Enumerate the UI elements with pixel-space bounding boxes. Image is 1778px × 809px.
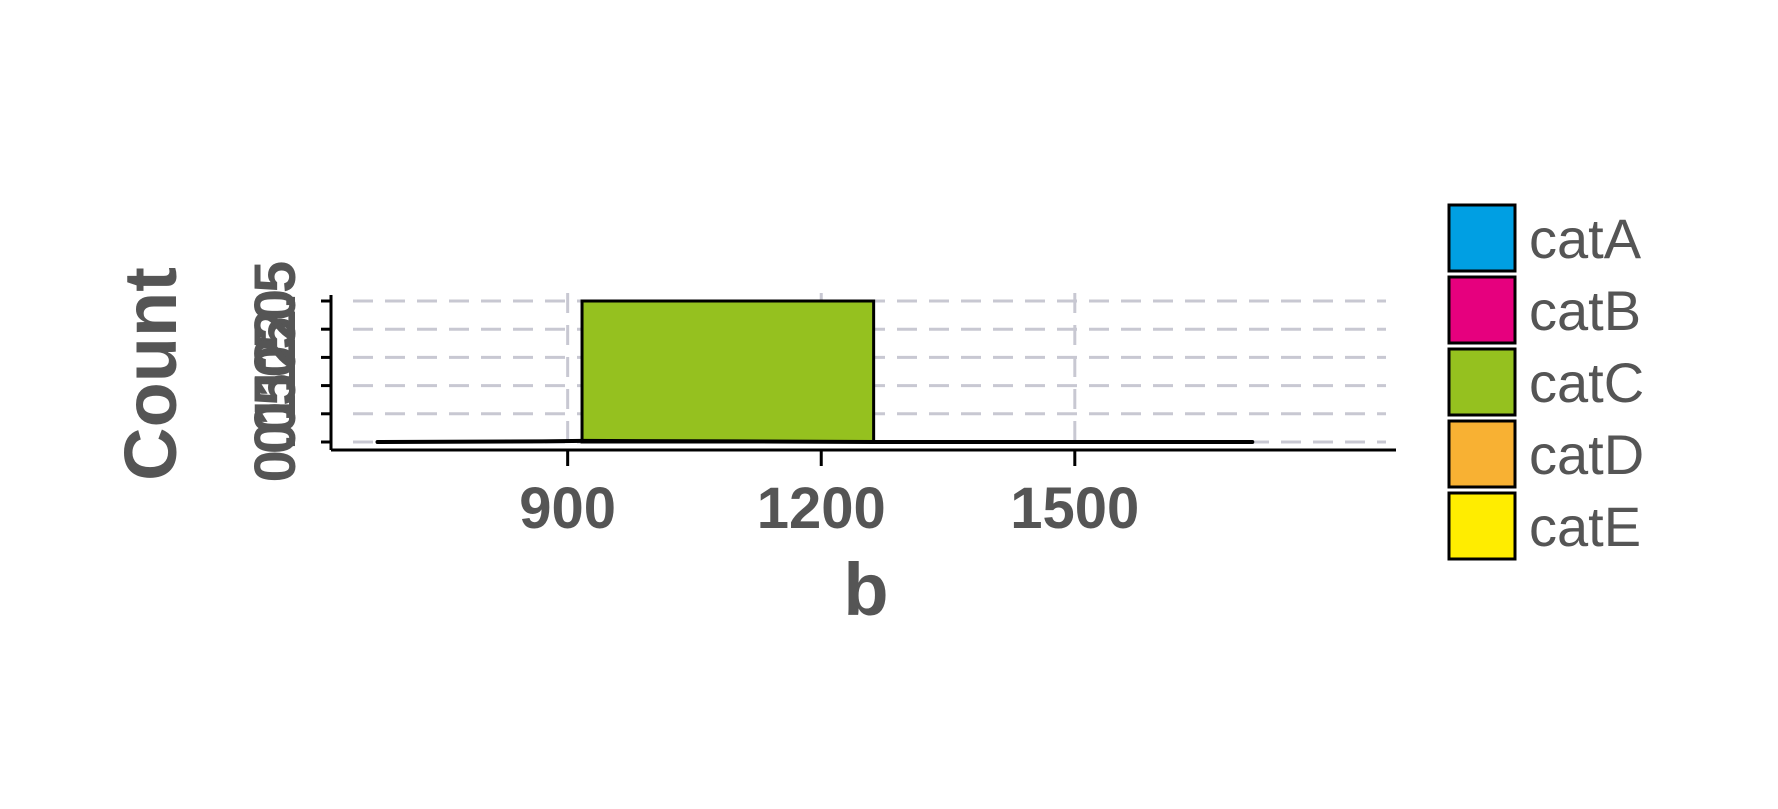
bars [580,299,876,444]
y-tick-label-2: 1.0 [243,345,308,426]
legend-label-catA: catA [1529,207,1642,270]
x-tick-label-2: 1500 [1010,476,1139,541]
histogram-bar-0 [580,299,876,444]
x-axis-title: b [843,548,888,631]
legend-swatch-catA [1447,203,1517,273]
legend-label-catE: catE [1529,495,1641,558]
y-tick-label-3: 1.5 [243,317,308,398]
y-tick-label-5: 2.5 [243,261,308,342]
y-axis-ticks: 0.00.51.01.52.02.5 [243,261,331,483]
y-axis-title: Count [109,267,192,481]
x-axis-ticks: 900 1200 1500 [519,450,1139,541]
y-tick-label-0: 0.0 [243,402,308,483]
legend-swatch-catB [1447,275,1517,345]
y-tick-label-4: 2.0 [243,289,308,370]
legend-swatch-catC [1447,347,1517,417]
legend-label-catC: catC [1529,351,1644,414]
legend-swatch-catD [1447,419,1517,489]
legend-swatch-catE [1447,491,1517,561]
legend-label-catB: catB [1529,279,1641,342]
legend-label-catD: catD [1529,423,1644,486]
y-tick-label-1: 0.5 [243,373,308,454]
density-line [375,438,1255,444]
x-tick-label-0: 900 [519,476,616,541]
legend: catA catB catC catD catE [1447,203,1644,561]
x-tick-label-1: 1200 [757,476,886,541]
axes [329,295,1396,452]
